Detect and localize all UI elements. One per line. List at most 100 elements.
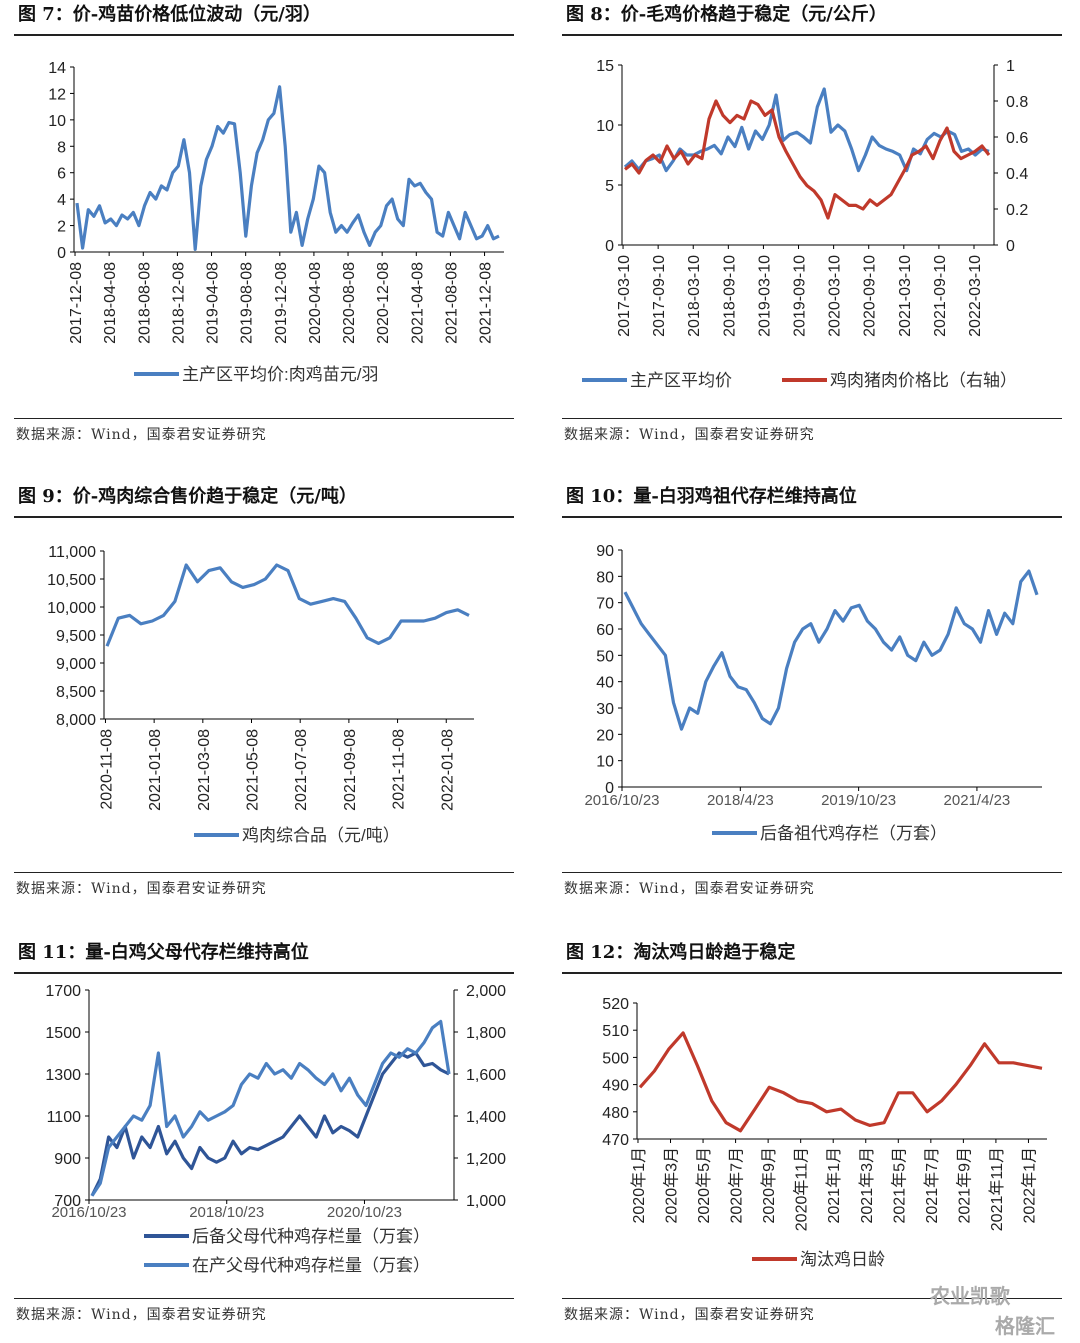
y-tick-label: 1300 [45, 1067, 81, 1084]
source-note: 数据来源：Wind，国泰君安证券研究 [564, 881, 815, 897]
chart-fig7: 0 2 4 6 8 10 12 14 2017-12-08 2018-04-08 2018-08-0… [48, 60, 504, 384]
series-line-1 [105, 563, 470, 647]
divider [14, 418, 514, 419]
legend-label: 在产父母代种鸡存栏量（万套） [192, 1256, 430, 1275]
y-tick-label: 8 [57, 139, 66, 156]
y-tick-label-right: 1,400 [466, 1109, 506, 1126]
y-tick-label: 11,000 [48, 544, 96, 561]
chart-title: 图 10：量-白羽鸡祖代存栏维持高位 [566, 486, 857, 507]
chart-title: 图 12：淘汰鸡日龄趋于稳定 [566, 942, 796, 963]
y-tick-label-right: 1,600 [466, 1067, 506, 1084]
x-tick-label: 2021年9月 [955, 1147, 973, 1224]
y-tick-label: 470 [602, 1132, 629, 1149]
x-tick-label: 2020-03-10 [827, 255, 844, 337]
y-tick-label: 4 [57, 192, 66, 209]
x-tick-label: 2020年3月 [663, 1147, 681, 1224]
chart-fig12: 470 480 490 500 510 520 2020年1月 2020年3月 2020年5月 2… [602, 996, 1047, 1269]
x-tick-label: 2017-09-10 [651, 255, 668, 337]
x-tick-label: 2020年1月 [630, 1147, 648, 1224]
x-tick-label: 2019-12-08 [273, 262, 290, 344]
divider [562, 872, 1062, 873]
chart-fig9: 8,000 8,500 9,000 9,500 10,000 10,500 11,000 20… [47, 544, 474, 845]
source-note: 数据来源：Wind，国泰君安证券研究 [16, 427, 267, 443]
y-tick-label-right: 0 [1006, 238, 1015, 255]
y-tick-label: 70 [596, 596, 614, 613]
y-tick-label: 60 [596, 622, 614, 639]
legend-label: 淘汰鸡日龄 [800, 1250, 885, 1269]
x-tick-label: 2022-03-10 [967, 255, 984, 337]
x-tick-label: 2018-08-08 [136, 262, 153, 344]
x-tick-label: 2021-03-08 [196, 729, 213, 811]
y-tick-label: 520 [602, 996, 629, 1013]
series-line-1 [623, 87, 990, 173]
chart-title: 图 9：价-鸡肉综合售价趋于稳定（元/吨） [18, 486, 357, 507]
divider [562, 516, 1062, 518]
divider [14, 1298, 514, 1299]
x-tick-label: 2022年1月 [1020, 1147, 1038, 1224]
legend-label: 鸡肉猪肉价格比（右轴） [830, 371, 1017, 390]
x-tick-label: 2021-04-08 [409, 262, 426, 344]
x-tick-label: 2021年11月 [988, 1147, 1006, 1231]
y-tick-label: 900 [54, 1151, 81, 1168]
chart-fig11: 700 900 1100 1300 1500 1700 1,000 1,200 1,400 1,6… [45, 983, 506, 1275]
x-tick-label: 2021年1月 [825, 1147, 843, 1224]
series-line-2 [90, 1019, 451, 1197]
x-tick-label: 2019-09-10 [792, 255, 809, 337]
x-tick-label: 2020年11月 [793, 1147, 811, 1231]
divider [562, 34, 1062, 36]
y-tick-label: 40 [596, 675, 614, 692]
y-tick-label: 510 [602, 1023, 629, 1040]
legend-label: 主产区平均价 [630, 371, 732, 390]
x-tick-label: 2020-08-08 [341, 262, 358, 344]
divider [14, 34, 514, 36]
y-tick-label: 12 [48, 86, 66, 103]
x-tick-label: 2018/4/23 [707, 792, 774, 809]
legend-label: 主产区平均价:肉鸡苗元/羽 [182, 365, 378, 384]
y-tick-label: 6 [57, 166, 66, 183]
x-tick-label: 2018-12-08 [170, 262, 187, 344]
y-tick-label-right: 1,200 [466, 1151, 506, 1168]
x-tick-label: 2021年7月 [923, 1147, 941, 1224]
divider [562, 972, 1062, 974]
x-tick-label: 2020-09-10 [862, 255, 879, 337]
x-tick-label: 2021-05-08 [245, 729, 262, 811]
y-tick-label: 10,500 [47, 572, 96, 589]
y-tick-label: 2 [57, 219, 66, 236]
x-tick-label: 2020年5月 [695, 1147, 713, 1224]
watermark-text: 农业凯歌 [930, 1284, 1010, 1308]
y-tick-label: 0 [57, 245, 66, 262]
y-tick-label: 490 [602, 1078, 629, 1095]
x-tick-label: 2021-09-10 [932, 255, 949, 337]
y-tick-label: 50 [596, 648, 614, 665]
chart-title: 图 7：价-鸡苗价格低位波动（元/羽） [18, 4, 321, 25]
divider [562, 1298, 1062, 1299]
x-tick-label: 2022-01-08 [439, 729, 456, 811]
y-tick-label: 8,000 [56, 712, 96, 729]
x-tick-label: 2020年9月 [760, 1147, 778, 1224]
y-tick-label-right: 0.6 [1006, 130, 1028, 147]
x-tick-label: 2018-04-08 [102, 262, 119, 344]
series-line-2 [624, 99, 991, 220]
y-tick-label: 0 [605, 780, 614, 797]
legend-label: 后备祖代鸡存栏（万套） [760, 824, 947, 843]
source-note: 数据来源：Wind，国泰君安证券研究 [16, 881, 267, 897]
y-tick-label: 10 [48, 113, 66, 130]
legend-label: 鸡肉综合品（元/吨） [242, 826, 400, 845]
y-tick-label: 30 [596, 701, 614, 718]
y-tick-label: 700 [54, 1193, 81, 1210]
y-tick-label: 15 [596, 58, 614, 75]
watermark-logo-text: 格隆汇 [995, 1314, 1055, 1338]
y-tick-label: 80 [596, 569, 614, 586]
y-tick-label: 500 [602, 1050, 629, 1067]
x-tick-label: 2021-07-08 [293, 729, 310, 811]
x-tick-label: 2016/10/23 [51, 1204, 126, 1221]
x-tick-label: 2020/10/23 [327, 1204, 402, 1221]
chart-title: 图 8：价-毛鸡价格趋于稳定（元/公斤） [566, 4, 887, 25]
y-tick-label-right: 1 [1006, 58, 1015, 75]
x-tick-label: 2021年3月 [858, 1147, 876, 1224]
legend-label: 后备父母代种鸡存栏量（万套） [192, 1227, 430, 1246]
x-tick-label: 2017-12-08 [68, 262, 85, 344]
chart-fig10: 0 10 20 30 40 50 60 70 80 90 2016/10/23 2018/4/23 20… [584, 543, 1042, 843]
y-tick-label-right: 0.4 [1006, 166, 1028, 183]
y-tick-label: 10 [596, 118, 614, 135]
